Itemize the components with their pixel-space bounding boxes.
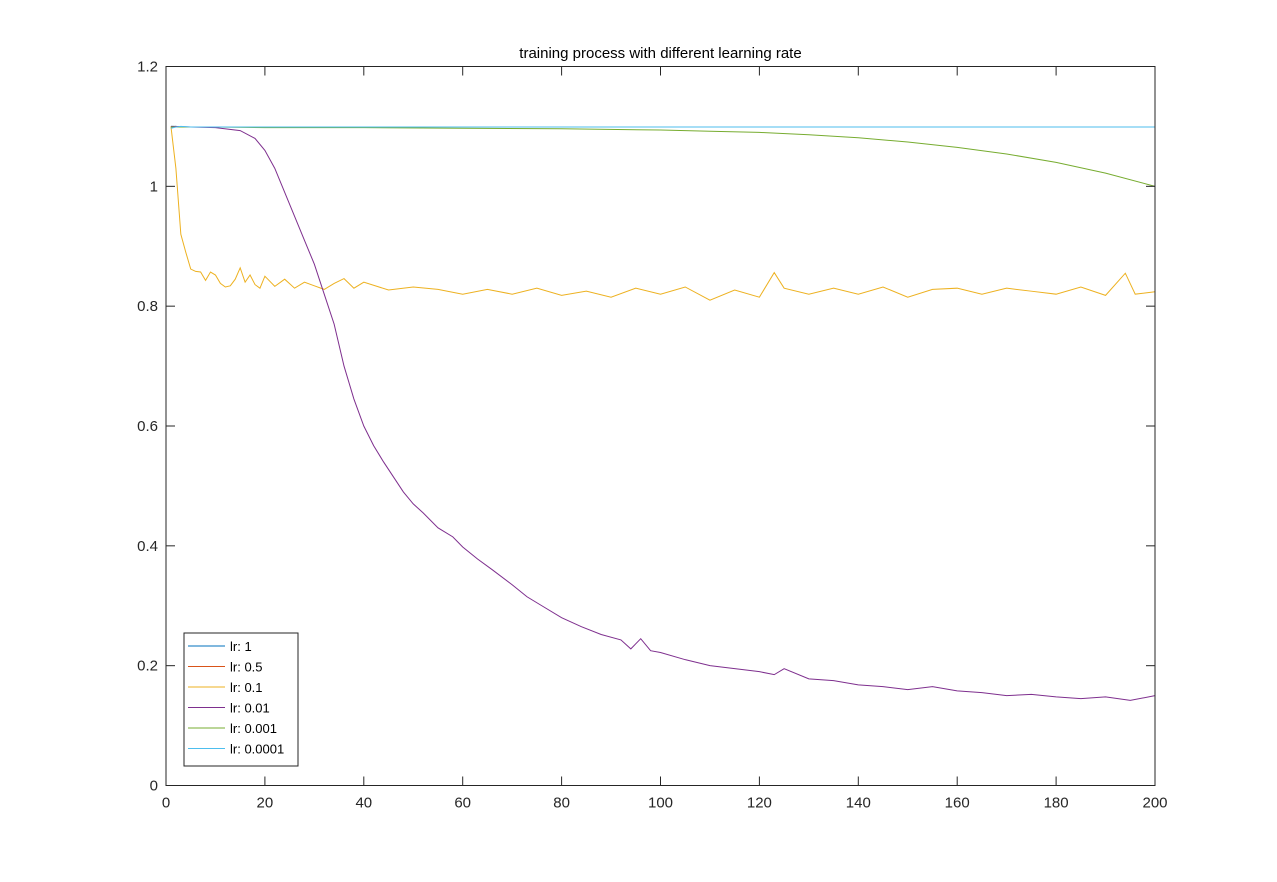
x-tick-label-6: 120 [747, 795, 772, 812]
x-tick-label-7: 140 [846, 795, 871, 812]
series-line-2 [170, 126, 1156, 301]
x-tick-label-0: 0 [162, 795, 170, 812]
y-tick-label-6: 1.2 [137, 59, 158, 76]
y-tick-label-4: 0.8 [137, 298, 158, 315]
series-line-4 [170, 126, 1156, 187]
x-tick-label-4: 80 [553, 795, 570, 812]
x-tick-label-5: 100 [648, 795, 673, 812]
x-tick-label-10: 200 [1142, 795, 1167, 812]
series-line-5 [170, 125, 1155, 129]
ticks-layer: 0 20 40 60 80 100 120 140 160 180 200 0 0.2 0.4 0.6 0.8… [137, 59, 1167, 812]
y-tick-label-5: 1 [150, 178, 158, 195]
legend-label-1: lr: 0.5 [230, 660, 263, 675]
y-tick-label-2: 0.4 [137, 538, 158, 555]
x-tick-label-3: 60 [454, 795, 471, 812]
legend-label-4: lr: 0.001 [230, 721, 277, 736]
x-tick-label-1: 20 [257, 795, 274, 812]
legend[interactable]: lr: 1 lr: 0.5 lr: 0.1 lr: 0.01 lr: 0.001 lr: … [183, 632, 299, 767]
legend-label-5: lr: 0.0001 [230, 742, 284, 757]
legend-label-0: lr: 1 [230, 639, 252, 654]
x-tick-label-2: 40 [355, 795, 372, 812]
series-line-3 [170, 125, 1156, 701]
x-tick-label-8: 160 [945, 795, 970, 812]
y-tick-label-0: 0 [150, 778, 158, 795]
legend-box [183, 632, 299, 767]
legend-label-2: lr: 0.1 [230, 680, 263, 695]
y-tick-label-3: 0.6 [137, 418, 158, 435]
x-tick-label-9: 180 [1044, 795, 1069, 812]
series-layer [170, 125, 1156, 701]
plot-area [166, 66, 1155, 786]
legend-label-3: lr: 0.01 [230, 701, 270, 716]
y-tick-label-1: 0.2 [137, 658, 158, 675]
chart-title: training process with different learning… [519, 45, 801, 62]
